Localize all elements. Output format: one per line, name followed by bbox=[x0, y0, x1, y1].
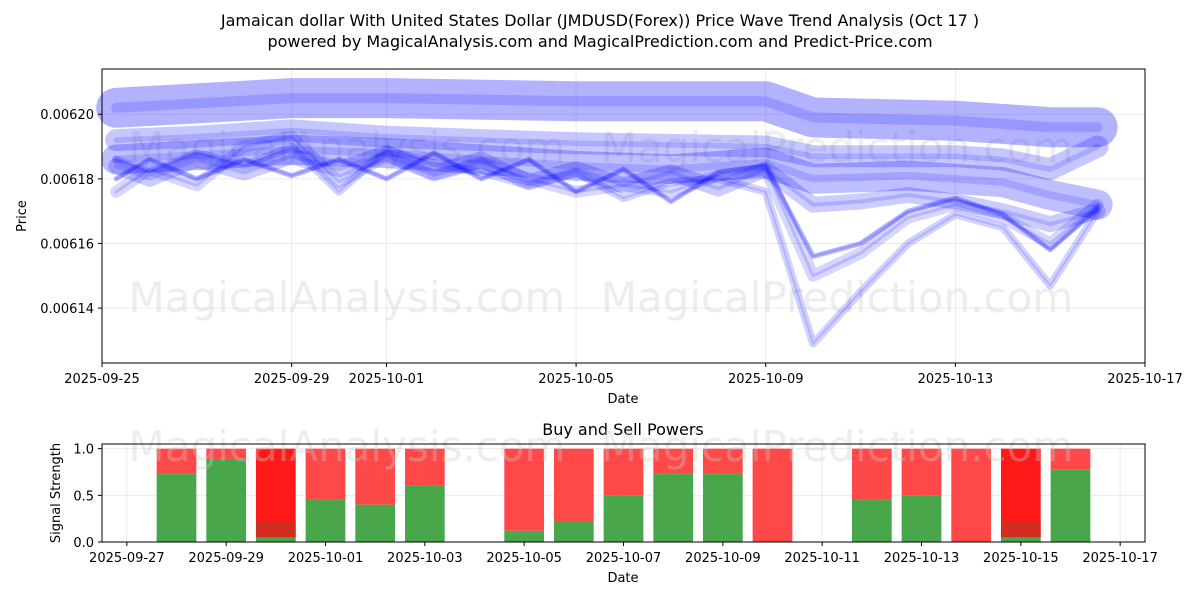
buy-sell-x-tick-label: 2025-10-01 bbox=[288, 551, 364, 566]
price-plot-frame bbox=[101, 68, 1146, 364]
buy-power-bar bbox=[553, 521, 594, 542]
buy-power-bar bbox=[206, 458, 247, 542]
sell-power-bar bbox=[156, 448, 197, 474]
buy-sell-x-tick-label: 2025-10-17 bbox=[1082, 551, 1158, 566]
buy-power-bar bbox=[1050, 469, 1091, 542]
price-x-tick-label: 2025-10-05 bbox=[538, 372, 614, 387]
price-wave-series bbox=[96, 78, 1118, 348]
watermark-analysis-lower: MagicalAnalysis.com bbox=[129, 273, 566, 322]
buy-power-bar bbox=[355, 504, 396, 542]
buy-power-bar bbox=[404, 485, 445, 542]
buy-sell-watermarks: MagicalAnalysis.com MagicalPrediction.co… bbox=[129, 422, 1074, 471]
buy-sell-axis-ticks: 2025-09-27 2025-09-29 2025-10-01 2025-10-03… bbox=[73, 443, 1158, 566]
price-wave-line bbox=[96, 78, 1118, 148]
buy-sell-y-axis-label: Signal Strength bbox=[49, 443, 64, 543]
buy-power-bar bbox=[901, 495, 942, 542]
chart-subtitle: powered by MagicalAnalysis.com and Magic… bbox=[267, 32, 932, 51]
buy-sell-y-tick-label: 0.5 bbox=[73, 489, 94, 504]
buy-sell-y-tick-label: 0.0 bbox=[73, 536, 94, 551]
buy-sell-x-tick-label: 2025-09-29 bbox=[188, 551, 264, 566]
price-wave-line bbox=[108, 145, 1106, 233]
buy-power-bar bbox=[504, 530, 545, 542]
buy-power-bar bbox=[305, 499, 346, 542]
buy-power-bar bbox=[653, 473, 694, 542]
sell-power-shade bbox=[255, 521, 296, 538]
sell-power-bar bbox=[305, 448, 346, 500]
watermark-prediction-bottom: MagicalPrediction.com bbox=[601, 422, 1074, 471]
buy-sell-x-tick-label: 2025-10-15 bbox=[983, 551, 1059, 566]
sell-power-bar bbox=[653, 448, 694, 474]
buy-power-bar bbox=[851, 499, 892, 542]
price-wave-core bbox=[114, 135, 1100, 278]
price-axis-ticks: 2025-09-25 2025-09-29 2025-10-01 2025-10-05… bbox=[40, 108, 1183, 387]
sell-power-bar bbox=[603, 448, 644, 496]
price-grid bbox=[101, 69, 1146, 363]
watermark-analysis-upper: MagicalAnalysis.com bbox=[129, 123, 566, 172]
sell-power-bar bbox=[404, 448, 445, 486]
watermark-prediction-upper: MagicalPrediction.com bbox=[601, 123, 1074, 172]
price-wave-line bbox=[101, 134, 1113, 220]
buy-sell-title: Buy and Sell Powers bbox=[542, 420, 704, 439]
price-y-tick-label: 0.00620 bbox=[40, 108, 94, 123]
buy-sell-x-tick-label: 2025-09-27 bbox=[89, 551, 165, 566]
buy-sell-bars bbox=[156, 448, 1091, 542]
buy-power-bar bbox=[255, 537, 296, 542]
chart-title: Jamaican dollar With United States Dolla… bbox=[220, 11, 979, 30]
price-y-tick-label: 0.00618 bbox=[40, 173, 94, 188]
price-watermarks: MagicalAnalysis.com MagicalPrediction.co… bbox=[129, 123, 1074, 322]
sell-power-bar bbox=[951, 448, 992, 542]
price-y-tick-label: 0.00616 bbox=[40, 237, 94, 252]
price-wave-line bbox=[112, 142, 1102, 348]
sell-power-bar bbox=[355, 448, 396, 505]
price-x-tick-label: 2025-10-01 bbox=[349, 372, 425, 387]
price-wave-core bbox=[111, 93, 1103, 133]
price-wave-chart: MagicalAnalysis.com MagicalPrediction.co… bbox=[15, 68, 1183, 407]
buy-sell-x-tick-label: 2025-10-13 bbox=[884, 551, 960, 566]
sell-power-bar bbox=[752, 448, 793, 542]
sell-power-bar bbox=[504, 448, 545, 531]
buy-sell-y-tick-label: 1.0 bbox=[73, 443, 94, 458]
watermark-prediction-lower: MagicalPrediction.com bbox=[601, 273, 1074, 322]
buy-power-bar bbox=[156, 473, 197, 542]
sell-power-bar bbox=[851, 448, 892, 500]
buy-sell-x-tick-label: 2025-10-11 bbox=[784, 551, 860, 566]
price-x-axis-label: Date bbox=[607, 392, 638, 407]
price-wave-line bbox=[113, 150, 1101, 259]
price-x-tick-label: 2025-09-29 bbox=[254, 372, 330, 387]
sell-power-bar bbox=[206, 448, 247, 459]
sell-power-bar bbox=[702, 448, 743, 474]
watermark-analysis-bottom: MagicalAnalysis.com bbox=[129, 422, 566, 471]
sell-power-shade bbox=[1000, 521, 1041, 538]
price-wave-core bbox=[115, 152, 1099, 258]
price-wave-core bbox=[115, 145, 1099, 345]
sell-power-bar bbox=[1050, 448, 1091, 470]
price-wave-line bbox=[110, 130, 1104, 282]
buy-power-bar bbox=[603, 495, 644, 542]
sell-power-bar bbox=[553, 448, 594, 522]
price-x-tick-label: 2025-10-17 bbox=[1107, 372, 1183, 387]
price-y-tick-label: 0.00614 bbox=[40, 302, 94, 317]
buy-power-bar bbox=[1000, 537, 1041, 542]
price-wave-core bbox=[114, 151, 1100, 227]
price-x-tick-label: 2025-09-25 bbox=[64, 372, 140, 387]
buy-sell-x-axis-label: Date bbox=[607, 571, 638, 586]
price-y-axis-label: Price bbox=[15, 200, 30, 232]
buy-sell-x-tick-label: 2025-10-05 bbox=[486, 551, 562, 566]
buy-sell-chart: Buy and Sell Powers MagicalAnalysis.com … bbox=[49, 420, 1158, 586]
price-x-tick-label: 2025-10-09 bbox=[728, 372, 804, 387]
buy-sell-x-tick-label: 2025-10-07 bbox=[586, 551, 662, 566]
buy-sell-x-tick-label: 2025-10-03 bbox=[387, 551, 463, 566]
price-x-tick-label: 2025-10-13 bbox=[918, 372, 994, 387]
price-wave-core bbox=[113, 127, 1101, 172]
buy-sell-x-tick-label: 2025-10-09 bbox=[685, 551, 761, 566]
price-plot-background bbox=[102, 69, 1145, 363]
buy-power-bar bbox=[702, 473, 743, 542]
price-wave-line bbox=[105, 119, 1109, 181]
sell-power-bar bbox=[901, 448, 942, 496]
price-wave-core bbox=[112, 146, 1102, 209]
